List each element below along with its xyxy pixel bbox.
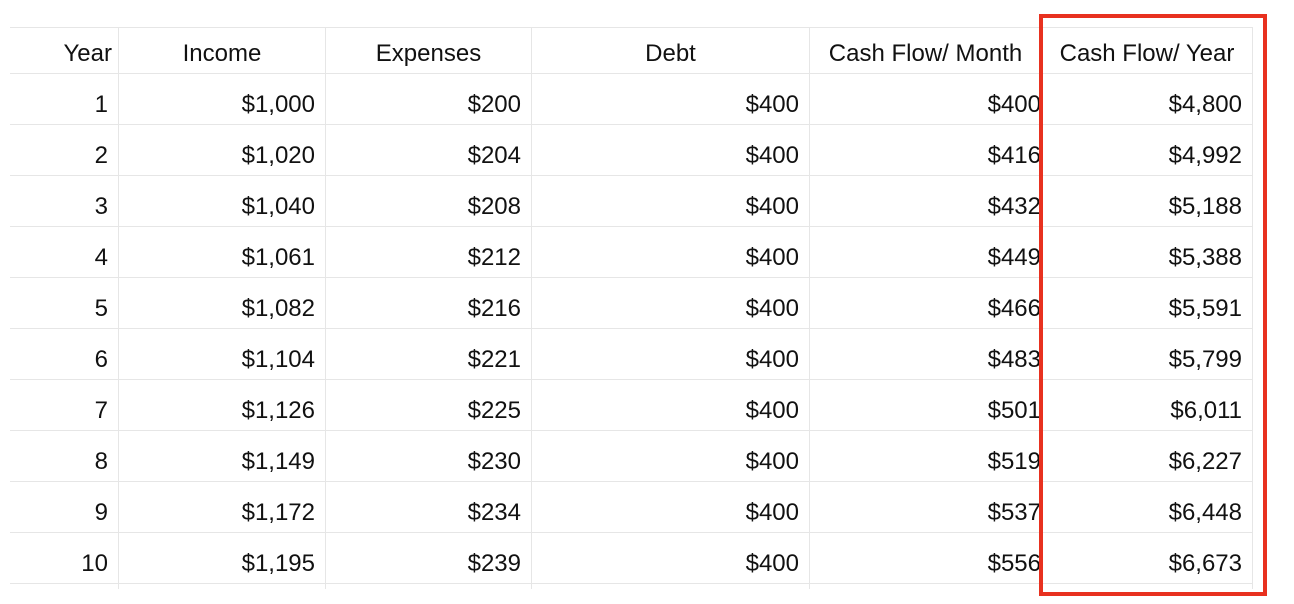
cell-expenses[interactable]: $208 bbox=[467, 193, 521, 220]
cell-debt[interactable]: $400 bbox=[745, 244, 799, 271]
header-row: Year Income Expenses Debt Cash Flow/ Mon… bbox=[10, 28, 1253, 79]
cell-year[interactable]: 2 bbox=[94, 142, 108, 169]
cell-debt[interactable]: $400 bbox=[745, 448, 799, 475]
header-cash-flow-year[interactable]: Cash Flow/ Year bbox=[1059, 40, 1235, 67]
table-row: 4 $1,061 $212 $400 $449 $5,388 bbox=[10, 232, 1253, 283]
table-row: 6 $1,104 $221 $400 $483 $5,799 bbox=[10, 334, 1253, 385]
cell-cash-flow-year[interactable]: $6,448 bbox=[1168, 499, 1242, 526]
cell-income[interactable]: $1,082 bbox=[241, 295, 315, 322]
cell-cash-flow-month[interactable]: $466 bbox=[987, 295, 1041, 322]
cell-expenses[interactable]: $216 bbox=[467, 295, 521, 322]
cell-year[interactable]: 6 bbox=[94, 346, 108, 373]
cell-debt[interactable]: $400 bbox=[745, 397, 799, 424]
row-divider bbox=[10, 124, 1253, 125]
row-divider bbox=[10, 277, 1253, 278]
header-cash-flow-month[interactable]: Cash Flow/ Month bbox=[828, 40, 1023, 67]
cell-cash-flow-month[interactable]: $483 bbox=[987, 346, 1041, 373]
table-row: 7 $1,126 $225 $400 $501 $6,011 bbox=[10, 385, 1253, 436]
cell-debt[interactable]: $400 bbox=[745, 193, 799, 220]
cell-income[interactable]: $1,172 bbox=[241, 499, 315, 526]
cell-income[interactable]: $1,020 bbox=[241, 142, 315, 169]
cell-cash-flow-month[interactable]: $432 bbox=[987, 193, 1041, 220]
cell-debt[interactable]: $400 bbox=[745, 499, 799, 526]
header-year[interactable]: Year bbox=[63, 40, 113, 67]
row-divider bbox=[10, 481, 1253, 482]
row-divider bbox=[10, 175, 1253, 176]
table-row: 8 $1,149 $230 $400 $519 $6,227 bbox=[10, 436, 1253, 487]
cell-income[interactable]: $1,195 bbox=[241, 550, 315, 577]
cell-cash-flow-month[interactable]: $556 bbox=[987, 550, 1041, 577]
spreadsheet-table: Year Income Expenses Debt Cash Flow/ Mon… bbox=[10, 27, 1253, 589]
cell-cash-flow-year[interactable]: $6,011 bbox=[1170, 397, 1242, 424]
column-divider bbox=[118, 27, 119, 589]
row-divider bbox=[10, 532, 1253, 533]
cell-year[interactable]: 10 bbox=[81, 550, 108, 577]
header-income[interactable]: Income bbox=[182, 40, 262, 67]
cell-year[interactable]: 1 bbox=[94, 91, 108, 118]
cell-income[interactable]: $1,000 bbox=[241, 91, 315, 118]
cell-expenses[interactable]: $221 bbox=[467, 346, 521, 373]
cell-cash-flow-year[interactable]: $6,673 bbox=[1168, 550, 1242, 577]
table-row: 9 $1,172 $234 $400 $537 $6,448 bbox=[10, 487, 1253, 538]
cell-income[interactable]: $1,061 bbox=[241, 244, 315, 271]
cell-cash-flow-month[interactable]: $537 bbox=[987, 499, 1041, 526]
header-expenses[interactable]: Expenses bbox=[375, 40, 482, 67]
cell-expenses[interactable]: $225 bbox=[467, 397, 521, 424]
column-divider bbox=[531, 27, 532, 589]
cell-debt[interactable]: $400 bbox=[745, 346, 799, 373]
column-divider bbox=[1252, 27, 1253, 589]
cell-cash-flow-year[interactable]: $4,800 bbox=[1168, 91, 1242, 118]
cell-year[interactable]: 7 bbox=[94, 397, 108, 424]
cell-income[interactable]: $1,126 bbox=[241, 397, 315, 424]
table-row: 10 $1,195 $239 $400 $556 $6,673 bbox=[10, 538, 1253, 589]
cell-cash-flow-month[interactable]: $416 bbox=[987, 142, 1041, 169]
cell-expenses[interactable]: $212 bbox=[467, 244, 521, 271]
cell-expenses[interactable]: $200 bbox=[467, 91, 521, 118]
cell-expenses[interactable]: $239 bbox=[467, 550, 521, 577]
row-divider bbox=[10, 27, 1253, 28]
cell-debt[interactable]: $400 bbox=[745, 142, 799, 169]
cell-income[interactable]: $1,104 bbox=[241, 346, 315, 373]
cell-cash-flow-month[interactable]: $519 bbox=[987, 448, 1041, 475]
cell-year[interactable]: 4 bbox=[94, 244, 108, 271]
row-divider bbox=[10, 430, 1253, 431]
cell-cash-flow-year[interactable]: $5,188 bbox=[1168, 193, 1242, 220]
cell-debt[interactable]: $400 bbox=[745, 550, 799, 577]
cell-cash-flow-year[interactable]: $5,799 bbox=[1168, 346, 1242, 373]
cell-cash-flow-month[interactable]: $449 bbox=[987, 244, 1041, 271]
table-row: 2 $1,020 $204 $400 $416 $4,992 bbox=[10, 130, 1253, 181]
cell-cash-flow-year[interactable]: $6,227 bbox=[1168, 448, 1242, 475]
cell-debt[interactable]: $400 bbox=[745, 91, 799, 118]
cell-income[interactable]: $1,040 bbox=[241, 193, 315, 220]
row-divider bbox=[10, 328, 1253, 329]
cell-expenses[interactable]: $204 bbox=[467, 142, 521, 169]
row-divider bbox=[10, 73, 1253, 74]
cell-cash-flow-month[interactable]: $400 bbox=[987, 91, 1041, 118]
cell-expenses[interactable]: $230 bbox=[467, 448, 521, 475]
cell-cash-flow-year[interactable]: $5,388 bbox=[1168, 244, 1242, 271]
cell-cash-flow-year[interactable]: $5,591 bbox=[1168, 295, 1242, 322]
table-row: 3 $1,040 $208 $400 $432 $5,188 bbox=[10, 181, 1253, 232]
cell-year[interactable]: 9 bbox=[94, 499, 108, 526]
cell-income[interactable]: $1,149 bbox=[241, 448, 315, 475]
cell-cash-flow-month[interactable]: $501 bbox=[987, 397, 1041, 424]
row-divider bbox=[10, 379, 1253, 380]
cell-year[interactable]: 5 bbox=[94, 295, 108, 322]
column-divider bbox=[809, 27, 810, 589]
cell-debt[interactable]: $400 bbox=[745, 295, 799, 322]
cell-expenses[interactable]: $234 bbox=[467, 499, 521, 526]
row-divider bbox=[10, 226, 1253, 227]
header-debt[interactable]: Debt bbox=[645, 40, 696, 67]
cell-year[interactable]: 8 bbox=[94, 448, 108, 475]
cell-year[interactable]: 3 bbox=[94, 193, 108, 220]
table-row: 5 $1,082 $216 $400 $466 $5,591 bbox=[10, 283, 1253, 334]
column-divider bbox=[325, 27, 326, 589]
cell-cash-flow-year[interactable]: $4,992 bbox=[1168, 142, 1242, 169]
table-row: 1 $1,000 $200 $400 $400 $4,800 bbox=[10, 79, 1253, 130]
row-divider bbox=[10, 583, 1253, 584]
